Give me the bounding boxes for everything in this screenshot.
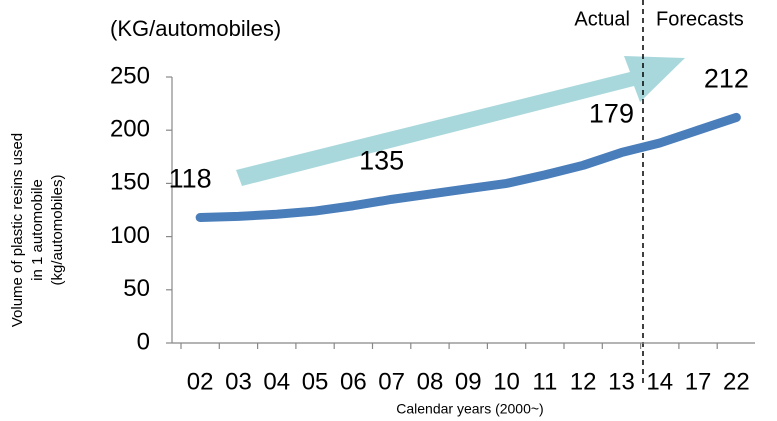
line	[195, 112, 741, 222]
x-tick-label: 07	[378, 368, 405, 395]
x-tick-label: 02	[187, 368, 214, 395]
annotation: Actual	[574, 8, 630, 30]
x-tick-label: 22	[723, 368, 750, 395]
x-tick-label: 11	[532, 368, 557, 395]
x-tick-label: 09	[455, 368, 482, 395]
y-tick-label: 250	[110, 62, 150, 89]
x-tick-label: 14	[646, 368, 673, 395]
y-tick-label: 200	[110, 116, 150, 143]
x-tick-label: 03	[225, 368, 252, 395]
trend-arrow	[236, 56, 685, 186]
x-axis-title: Calendar years (2000~)	[396, 401, 543, 417]
y-tick-label: 100	[110, 222, 150, 249]
x-tick-label: 06	[340, 368, 367, 395]
annotation: Forecasts	[656, 8, 744, 30]
x-tick-label: 08	[417, 368, 444, 395]
data-label: 118	[169, 164, 212, 194]
x-tick-label: 12	[570, 368, 597, 395]
y-axis-title-line: (kg/automobiles)	[49, 175, 66, 286]
x-tick-label: 17	[685, 368, 712, 395]
x-tick-label: 05	[302, 368, 329, 395]
x-tick-label: 04	[263, 368, 290, 395]
x-tick-label: 10	[493, 368, 520, 395]
y-tick-label: 0	[137, 328, 150, 355]
data-label: 179	[589, 99, 634, 129]
y-axis-title-line: in 1 automobile	[29, 179, 46, 281]
y-axis-title: Volume of plastic resins used in 1 autom…	[9, 133, 66, 327]
y-tick-label: 150	[110, 169, 150, 196]
unit-label: (KG/automobiles)	[110, 16, 281, 41]
data-label: 212	[704, 64, 749, 94]
data-label: 135	[359, 145, 404, 175]
y-axis-title-line: Volume of plastic resins used	[9, 133, 26, 327]
y-tick-label: 50	[123, 275, 150, 302]
x-tick-label: 13	[608, 368, 635, 395]
